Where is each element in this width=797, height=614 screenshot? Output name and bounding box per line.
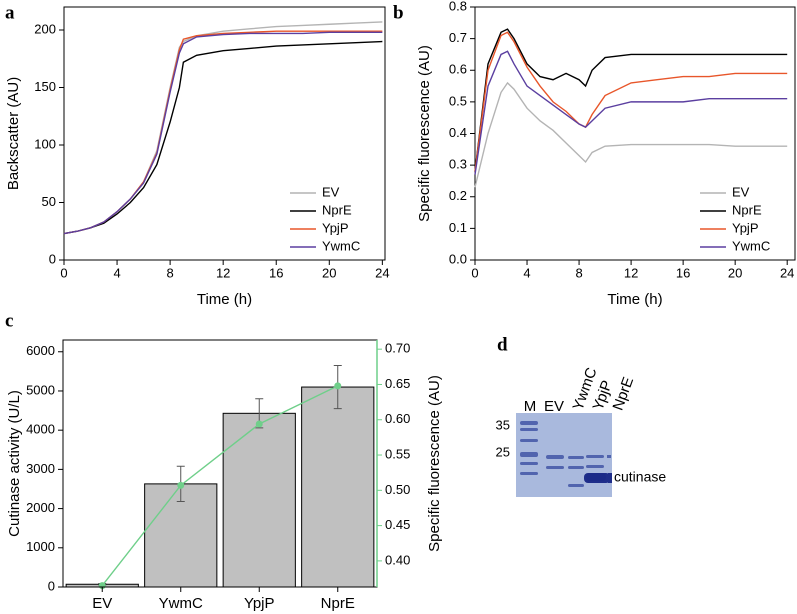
x-tick-label: 16 bbox=[676, 265, 690, 280]
x-tick-label: 24 bbox=[375, 265, 389, 280]
data-line bbox=[101, 385, 339, 587]
x-tick-label: NprE bbox=[321, 595, 355, 612]
marker-label: 25 bbox=[496, 444, 510, 459]
x-tick-label: EV bbox=[92, 595, 112, 612]
lane-label: NprE bbox=[610, 375, 638, 413]
y-tick-label: 0.3 bbox=[449, 157, 467, 172]
legend-label: EV bbox=[322, 184, 340, 199]
data-line bbox=[474, 50, 788, 175]
x-tick-label: 16 bbox=[269, 265, 283, 280]
y-tick-label: 0 bbox=[49, 251, 56, 266]
data-line bbox=[474, 28, 788, 172]
y-tick-label: 0.65 bbox=[385, 376, 410, 391]
x-axis-title: Time (h) bbox=[607, 291, 662, 308]
data-point bbox=[177, 481, 185, 489]
data-line bbox=[474, 81, 788, 188]
legend-label: NprE bbox=[322, 202, 352, 217]
y-tick-label: 200 bbox=[34, 21, 56, 36]
y-tick-label: 4000 bbox=[26, 422, 55, 437]
x-tick-label: 20 bbox=[322, 265, 336, 280]
data-point bbox=[255, 420, 263, 428]
plot-frame bbox=[63, 6, 386, 261]
x-tick-label: 8 bbox=[166, 265, 173, 280]
y-tick-label: 50 bbox=[42, 194, 56, 209]
marker-label: 35 bbox=[496, 417, 510, 432]
y-axis-title: Specific fluorescence (AU) bbox=[416, 45, 433, 222]
y-axis-title: Backscatter (AU) bbox=[5, 77, 22, 190]
y-tick-label: 150 bbox=[34, 79, 56, 94]
y-tick-label: 5000 bbox=[26, 382, 55, 397]
bar bbox=[222, 412, 296, 588]
panel-label: d bbox=[497, 334, 508, 355]
y-tick-label: 0.60 bbox=[385, 411, 410, 426]
y-tick-label: 0.40 bbox=[385, 552, 410, 567]
gel-image bbox=[516, 413, 612, 497]
x-axis-title: Time (h) bbox=[197, 291, 252, 308]
data-line bbox=[63, 31, 383, 235]
lane-label: EV bbox=[544, 398, 564, 415]
bar bbox=[144, 483, 218, 588]
x-tick-label: 4 bbox=[113, 265, 120, 280]
y-tick-label: 0.1 bbox=[449, 220, 467, 235]
y-tick-label: 0.5 bbox=[449, 93, 467, 108]
y-tick-label: 1000 bbox=[26, 539, 55, 554]
x-tick-label: 4 bbox=[523, 265, 530, 280]
y-tick-label: 100 bbox=[34, 136, 56, 151]
legend-label: EV bbox=[732, 184, 750, 199]
x-tick-label: YpjP bbox=[244, 595, 275, 612]
x-tick-label: 8 bbox=[575, 265, 582, 280]
panel-label: c bbox=[5, 310, 13, 331]
y-tick-label: 0.6 bbox=[449, 62, 467, 77]
band-label: cutinase bbox=[614, 469, 666, 485]
y-tick-label: 0.4 bbox=[449, 125, 467, 140]
y-tick-label: 0.55 bbox=[385, 446, 410, 461]
data-line bbox=[63, 40, 383, 235]
y-tick-label: 0.7 bbox=[449, 30, 467, 45]
legend-label: NprE bbox=[732, 202, 762, 217]
lane-label: M bbox=[524, 398, 537, 415]
y-tick-label: 0 bbox=[48, 578, 55, 593]
x-tick-label: 12 bbox=[216, 265, 230, 280]
legend-label: YwmC bbox=[322, 238, 360, 253]
y-tick-label: 0.50 bbox=[385, 482, 410, 497]
data-point bbox=[334, 382, 342, 390]
y-tick-label: 3000 bbox=[26, 461, 55, 476]
x-tick-label: 20 bbox=[728, 265, 742, 280]
x-tick-label: YwmC bbox=[159, 595, 203, 612]
legend-label: YwmC bbox=[732, 238, 770, 253]
legend-label: YpjP bbox=[322, 220, 349, 235]
y-axis-title: Cutinase activity (U/L) bbox=[6, 390, 23, 537]
y-tick-label: 0.0 bbox=[449, 251, 467, 266]
bar bbox=[301, 386, 375, 588]
panel-label: b bbox=[393, 2, 404, 23]
panel-label: a bbox=[5, 2, 15, 23]
x-tick-label: 12 bbox=[624, 265, 638, 280]
x-tick-label: 24 bbox=[780, 265, 794, 280]
x-tick-label: 0 bbox=[60, 265, 67, 280]
x-tick-label: 0 bbox=[471, 265, 478, 280]
y-tick-label: 6000 bbox=[26, 343, 55, 358]
y-tick-label: 0.8 bbox=[449, 0, 467, 13]
y-tick-label: 2000 bbox=[26, 500, 55, 515]
y2-axis-title: Specific fluorescence (AU) bbox=[426, 375, 443, 552]
y-tick-label: 0.45 bbox=[385, 517, 410, 532]
legend-label: YpjP bbox=[732, 220, 759, 235]
y-tick-label: 0.70 bbox=[385, 341, 410, 356]
y-tick-label: 0.2 bbox=[449, 188, 467, 203]
